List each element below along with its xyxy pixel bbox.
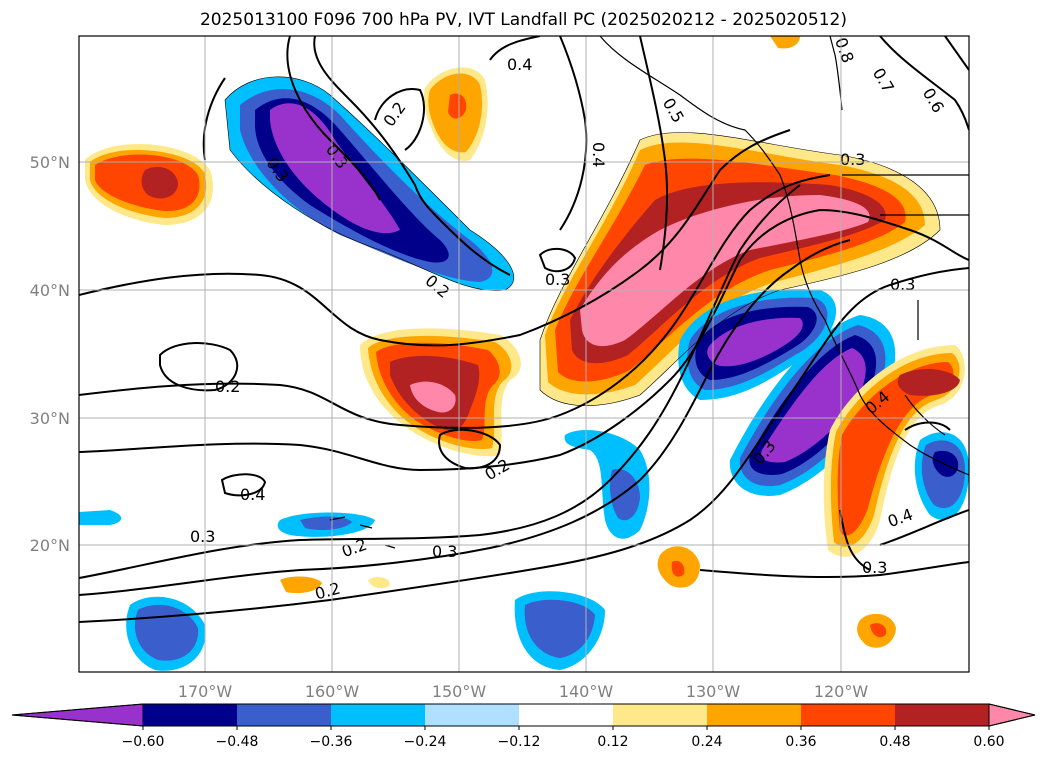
contour-label: 0.3 bbox=[862, 558, 887, 577]
colorbar-tick-label: 0.60 bbox=[973, 734, 1004, 750]
lon-tick-label: 150°W bbox=[432, 682, 487, 701]
colorbar-tick-label: −0.12 bbox=[498, 734, 541, 750]
map-area: 0.4 0.2 0.3 0.4 0.8 0.7 0.6 0.5 0.3 0.3 … bbox=[79, 36, 969, 672]
colorbar-extend-max bbox=[988, 703, 1036, 727]
lat-axis: 20°N 30°N 40°N 50°N bbox=[30, 153, 70, 555]
colorbar-swatch bbox=[707, 704, 801, 726]
colorbar-tick-label: 0.36 bbox=[785, 734, 816, 750]
lon-tick-label: 130°W bbox=[686, 682, 741, 701]
colorbar-swatch bbox=[895, 704, 989, 726]
colorbar-tick-label: −0.36 bbox=[310, 734, 353, 750]
colorbar-extend-min bbox=[11, 703, 144, 727]
colorbar-swatch bbox=[143, 704, 237, 726]
contour-label: 0.3 bbox=[840, 150, 865, 169]
colorbar-tick-label: −0.60 bbox=[122, 734, 165, 750]
contour-lines bbox=[79, 36, 969, 623]
lat-tick-label: 40°N bbox=[30, 281, 70, 300]
colorbar-tick-label: −0.24 bbox=[404, 734, 447, 750]
contour-label: 0.4 bbox=[507, 55, 532, 74]
colorbar-tick-label: −0.48 bbox=[216, 734, 259, 750]
lat-tick-label: 20°N bbox=[30, 536, 70, 555]
colorbar-tick-label: 0.12 bbox=[597, 734, 628, 750]
colorbar-swatch bbox=[519, 704, 613, 726]
gridlines bbox=[79, 36, 969, 672]
colorbar-tick-label: 0.24 bbox=[691, 734, 722, 750]
colorbar: −0.60 −0.48 −0.36 −0.24 −0.12 0.12 0.24 0.36 0.4… bbox=[11, 703, 1036, 750]
lon-axis: 170°W 160°W 150°W 140°W 130°W 120°W bbox=[178, 682, 869, 701]
colorbar-swatch bbox=[425, 704, 519, 726]
contour-label: 0.2 bbox=[215, 377, 240, 396]
colorbar-swatch bbox=[801, 704, 895, 726]
lon-tick-label: 160°W bbox=[305, 682, 360, 701]
contour-label: 0.4 bbox=[589, 142, 608, 167]
colorbar-tick-label: 0.48 bbox=[879, 734, 910, 750]
colorbar-swatch bbox=[237, 704, 331, 726]
contour-label: 0.3 bbox=[190, 527, 215, 546]
figure-title: 2025013100 F096 700 hPa PV, IVT Landfall… bbox=[199, 10, 847, 30]
colorbar-swatch bbox=[613, 704, 707, 726]
lon-tick-label: 170°W bbox=[178, 682, 233, 701]
contour-label: 0.3 bbox=[432, 542, 457, 561]
lat-tick-label: 30°N bbox=[30, 409, 70, 428]
lat-tick-label: 50°N bbox=[30, 153, 70, 172]
lon-tick-label: 140°W bbox=[559, 682, 614, 701]
map-frame bbox=[78, 35, 970, 673]
contour-label: 0.3 bbox=[890, 275, 915, 294]
colorbar-swatch bbox=[331, 704, 425, 726]
lon-tick-label: 120°W bbox=[814, 682, 869, 701]
contour-label: 0.4 bbox=[240, 485, 265, 504]
contour-label: 0.3 bbox=[545, 270, 570, 289]
